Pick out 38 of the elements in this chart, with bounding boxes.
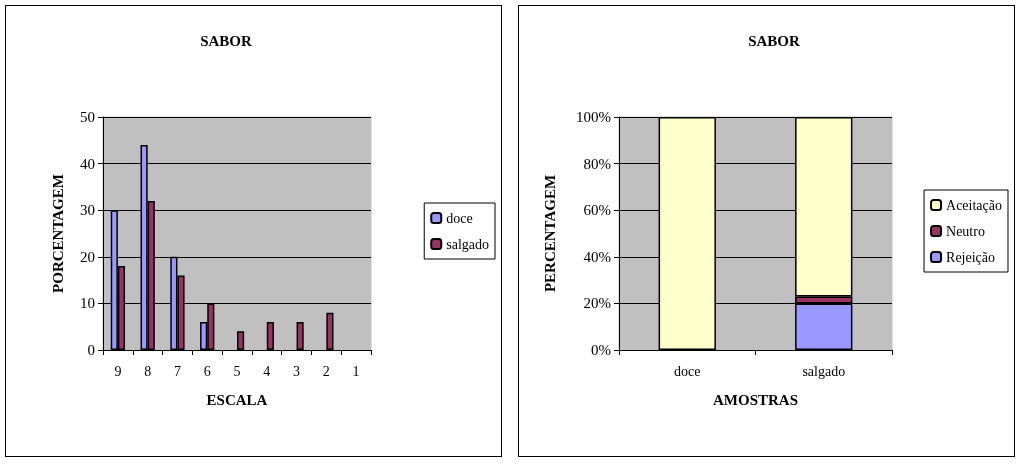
x-axis-title: AMOSTRAS (712, 391, 799, 408)
y-tick-label: 10 (80, 295, 95, 312)
y-tick-label: 20 (80, 248, 95, 265)
y-tick-label: 0% (591, 342, 611, 358)
chart-title: SABOR (748, 32, 800, 49)
y-tick-label: 100% (576, 109, 611, 125)
y-tick-label: 0 (87, 342, 95, 358)
bar (266, 322, 274, 350)
x-tick-label: 1 (352, 363, 360, 379)
x-tick-label: 6 (203, 363, 211, 379)
x-tick-label: 3 (293, 363, 301, 379)
x-tick-label: 2 (322, 363, 330, 379)
legend-label: doce (446, 210, 473, 226)
y-axis-title: PORCENTAGEM (49, 174, 66, 293)
x-tick-label: 7 (173, 363, 181, 379)
bar (296, 322, 304, 350)
y-tick-label: 40 (80, 155, 95, 172)
y-axis-title: PERCENTAGEM (541, 174, 558, 293)
y-tick-label: 50 (80, 109, 95, 125)
x-tick-label: doce (674, 363, 701, 379)
legend-label: salgado (446, 236, 489, 252)
legend-label: Neutro (946, 223, 985, 239)
x-tick-label: 8 (144, 363, 152, 379)
x-tick-label: 4 (263, 363, 271, 379)
bar (237, 331, 245, 350)
bar (326, 312, 334, 350)
x-tick-label: 5 (233, 363, 241, 379)
chart-title: SABOR (200, 32, 252, 49)
y-tick-label: 40% (583, 248, 611, 265)
x-tick-label: salgado (802, 363, 846, 379)
x-tick-label: 9 (114, 363, 122, 379)
y-tick-label: 20% (583, 295, 611, 312)
legend-label: Rejeição (946, 249, 996, 265)
y-tick-label: 60% (583, 202, 611, 219)
x-axis-title: ESCALA (206, 391, 268, 408)
legend-label: Aceitação (946, 197, 1003, 213)
y-tick-label: 30 (80, 202, 95, 219)
y-tick-label: 80% (583, 155, 611, 172)
